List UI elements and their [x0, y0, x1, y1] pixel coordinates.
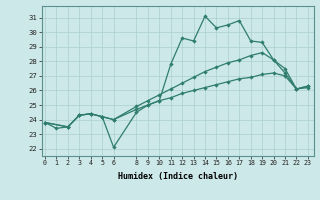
- X-axis label: Humidex (Indice chaleur): Humidex (Indice chaleur): [118, 172, 237, 181]
